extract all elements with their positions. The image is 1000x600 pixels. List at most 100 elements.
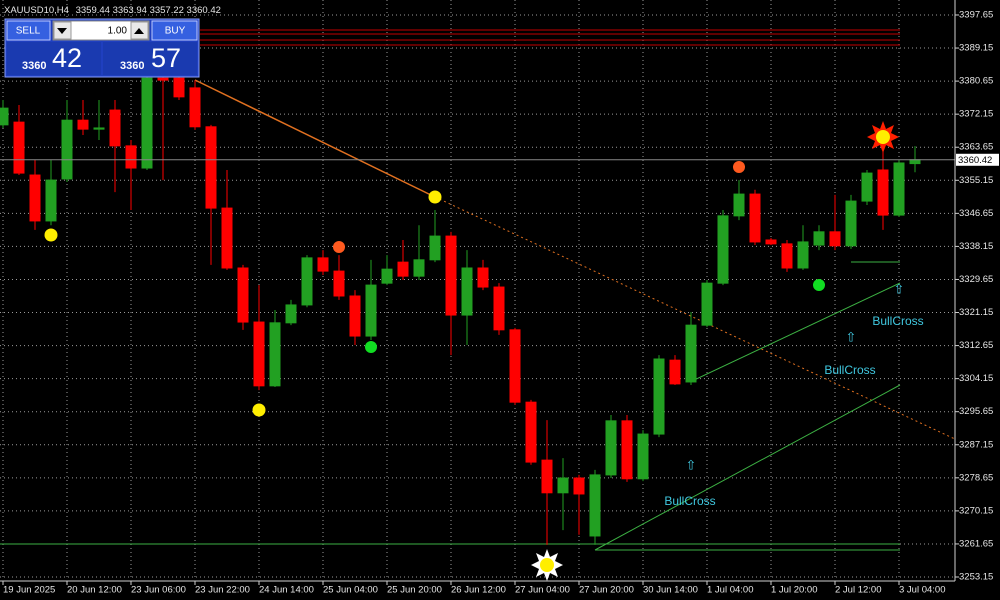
arrow-icon: ⇧ bbox=[686, 457, 697, 472]
buy-price-box[interactable] bbox=[103, 42, 197, 75]
sell-pips: 42 bbox=[52, 43, 82, 73]
signal-dot bbox=[876, 130, 890, 144]
y-tick-label: 3270.15 bbox=[959, 505, 993, 516]
signals: ⇧ ⇧ ⇧ BullCross BullCross BullCross bbox=[44, 121, 924, 581]
candle-body bbox=[669, 359, 681, 385]
candle-body bbox=[269, 322, 281, 387]
candle-body bbox=[173, 77, 185, 98]
candle-body bbox=[685, 324, 697, 383]
last-open: 3359.44 bbox=[76, 5, 110, 16]
candle-body bbox=[413, 259, 425, 277]
candle-body bbox=[333, 270, 345, 297]
signal-dot bbox=[540, 558, 554, 572]
down-arrow-icon bbox=[57, 28, 67, 34]
candle-body bbox=[845, 200, 857, 247]
arrow-icon: ⇧ bbox=[894, 281, 905, 296]
candles bbox=[0, 59, 955, 545]
candle-body bbox=[205, 126, 217, 209]
x-tick-label: 20 Jun 12:00 bbox=[67, 585, 122, 596]
signal-dot bbox=[252, 403, 266, 417]
candle-body bbox=[381, 268, 393, 284]
x-tick-label: 26 Jun 12:00 bbox=[451, 585, 506, 596]
signal-dot bbox=[813, 279, 825, 291]
y-tick-label: 3380.65 bbox=[959, 76, 993, 87]
buy-pips: 57 bbox=[151, 43, 181, 73]
candle-body bbox=[557, 477, 569, 494]
last-close: 3360.42 bbox=[187, 5, 221, 16]
y-tick-label: 3278.65 bbox=[959, 472, 993, 483]
x-tick-label: 25 Jun 04:00 bbox=[323, 585, 378, 596]
candle-body bbox=[637, 433, 649, 480]
signal-dot bbox=[333, 241, 345, 253]
y-tick-label: 3287.15 bbox=[959, 439, 993, 450]
y-tick-label: 3253.15 bbox=[959, 572, 993, 583]
signal-dot bbox=[44, 228, 58, 242]
candle-body bbox=[589, 474, 601, 537]
y-tick-label: 3372.15 bbox=[959, 109, 993, 120]
sell-price-box[interactable] bbox=[7, 42, 101, 75]
y-tick-label: 3355.15 bbox=[959, 175, 993, 186]
candle-body bbox=[285, 304, 297, 324]
x-tick-label: 2 Jul 12:00 bbox=[835, 585, 881, 596]
lot-field[interactable] bbox=[52, 20, 150, 41]
candle-body bbox=[861, 172, 873, 202]
candle-body bbox=[733, 193, 745, 217]
candle-body bbox=[493, 286, 505, 331]
candle-body bbox=[221, 207, 233, 269]
y-tick-label: 3321.15 bbox=[959, 307, 993, 318]
candle-body bbox=[909, 159, 921, 165]
channel-line bbox=[594, 384, 901, 551]
candle-body bbox=[525, 401, 537, 463]
candle-body bbox=[125, 145, 137, 169]
annotation: BullCross bbox=[824, 363, 875, 377]
x-tick-label: 25 Jun 20:00 bbox=[387, 585, 442, 596]
sell-price: 3360 bbox=[22, 60, 46, 72]
candle-body bbox=[253, 321, 265, 387]
y-tick-label: 3397.65 bbox=[959, 9, 993, 20]
candle-body bbox=[605, 420, 617, 476]
buy-price: 3360 bbox=[120, 60, 144, 72]
candle-body bbox=[317, 257, 329, 272]
candle-body bbox=[621, 420, 633, 480]
candle-body bbox=[541, 459, 553, 494]
symbol: XAUUSD10,H4 bbox=[4, 5, 69, 16]
candle-body bbox=[797, 241, 809, 269]
candle-body bbox=[0, 107, 9, 126]
trend-line-extension bbox=[434, 196, 955, 440]
candle-body bbox=[349, 295, 361, 337]
x-tick-label: 24 Jun 14:00 bbox=[259, 585, 314, 596]
sell-button[interactable] bbox=[6, 20, 51, 41]
last-price-box bbox=[956, 153, 999, 166]
y-tick-label: 3338.15 bbox=[959, 241, 993, 252]
candle-body bbox=[781, 243, 793, 269]
x-tick-label: 23 Jun 22:00 bbox=[195, 585, 250, 596]
symbol-info: XAUUSD10,H4 3359.44 3363.94 3357.22 3360… bbox=[4, 5, 221, 16]
candle-body bbox=[461, 267, 473, 316]
x-tick-label: 27 Jun 04:00 bbox=[515, 585, 570, 596]
candle-body bbox=[893, 162, 905, 216]
candle-body bbox=[365, 284, 377, 337]
candle-body bbox=[653, 358, 665, 435]
buy-button[interactable] bbox=[151, 20, 198, 41]
candle-body bbox=[701, 282, 713, 326]
candle-body bbox=[141, 77, 153, 169]
annotation: BullCross bbox=[872, 314, 923, 328]
last-low: 3357.22 bbox=[150, 5, 184, 16]
up-arrow-icon bbox=[134, 28, 144, 34]
arrow-icon: ⇧ bbox=[846, 329, 857, 344]
y-tick-label: 3295.65 bbox=[959, 406, 993, 417]
y-tick-label: 3329.65 bbox=[959, 274, 993, 285]
signal-dot bbox=[365, 341, 377, 353]
x-tick-label: 23 Jun 06:00 bbox=[131, 585, 186, 596]
candle-body bbox=[429, 235, 441, 261]
indicator-overlay bbox=[0, 29, 955, 551]
x-tick-label: 1 Jul 04:00 bbox=[707, 585, 753, 596]
candle-body bbox=[765, 239, 777, 245]
candle-body bbox=[157, 77, 169, 81]
candle-body bbox=[189, 87, 201, 128]
candle-body bbox=[13, 121, 25, 174]
candle-body bbox=[397, 261, 409, 277]
last-price-label: 3360.42 bbox=[958, 155, 992, 166]
candle-body bbox=[29, 174, 41, 222]
